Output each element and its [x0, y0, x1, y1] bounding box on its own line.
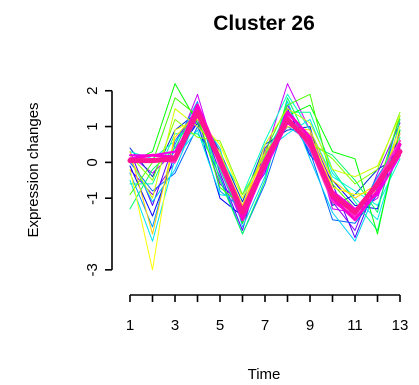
series-group — [127, 83, 403, 271]
series-line-18 — [129, 108, 401, 213]
x-axis: 1 3 5 7 9 11 13 — [126, 294, 409, 334]
series-line-20 — [129, 111, 401, 235]
chart-title: Cluster 26 — [213, 12, 315, 35]
x-tick-label: 11 — [347, 317, 363, 334]
series-line-17 — [129, 111, 401, 196]
y-axis: -3 -1 0 1 2 — [84, 87, 113, 276]
y-tick-label: 2 — [84, 87, 101, 95]
y-tick-label: 0 — [84, 158, 101, 166]
y-tick-label: 1 — [84, 122, 101, 130]
series-line-8 — [129, 115, 401, 235]
series-line-10 — [129, 101, 401, 242]
x-tick-label: 13 — [392, 317, 409, 334]
x-tick-label: 3 — [171, 317, 179, 334]
x-axis-label: Time — [248, 366, 281, 383]
x-tick-label: 9 — [306, 317, 314, 334]
y-axis-label: Expression changes — [25, 102, 42, 237]
x-tick-label: 7 — [261, 317, 269, 334]
x-tick-label: 1 — [126, 317, 134, 334]
y-tick-label: -1 — [84, 192, 101, 205]
y-tick-label: -3 — [84, 263, 101, 276]
series-line-1 — [127, 109, 403, 215]
series-line-12 — [129, 93, 401, 206]
x-tick-label: 5 — [216, 317, 224, 334]
series-line-14 — [129, 97, 401, 235]
